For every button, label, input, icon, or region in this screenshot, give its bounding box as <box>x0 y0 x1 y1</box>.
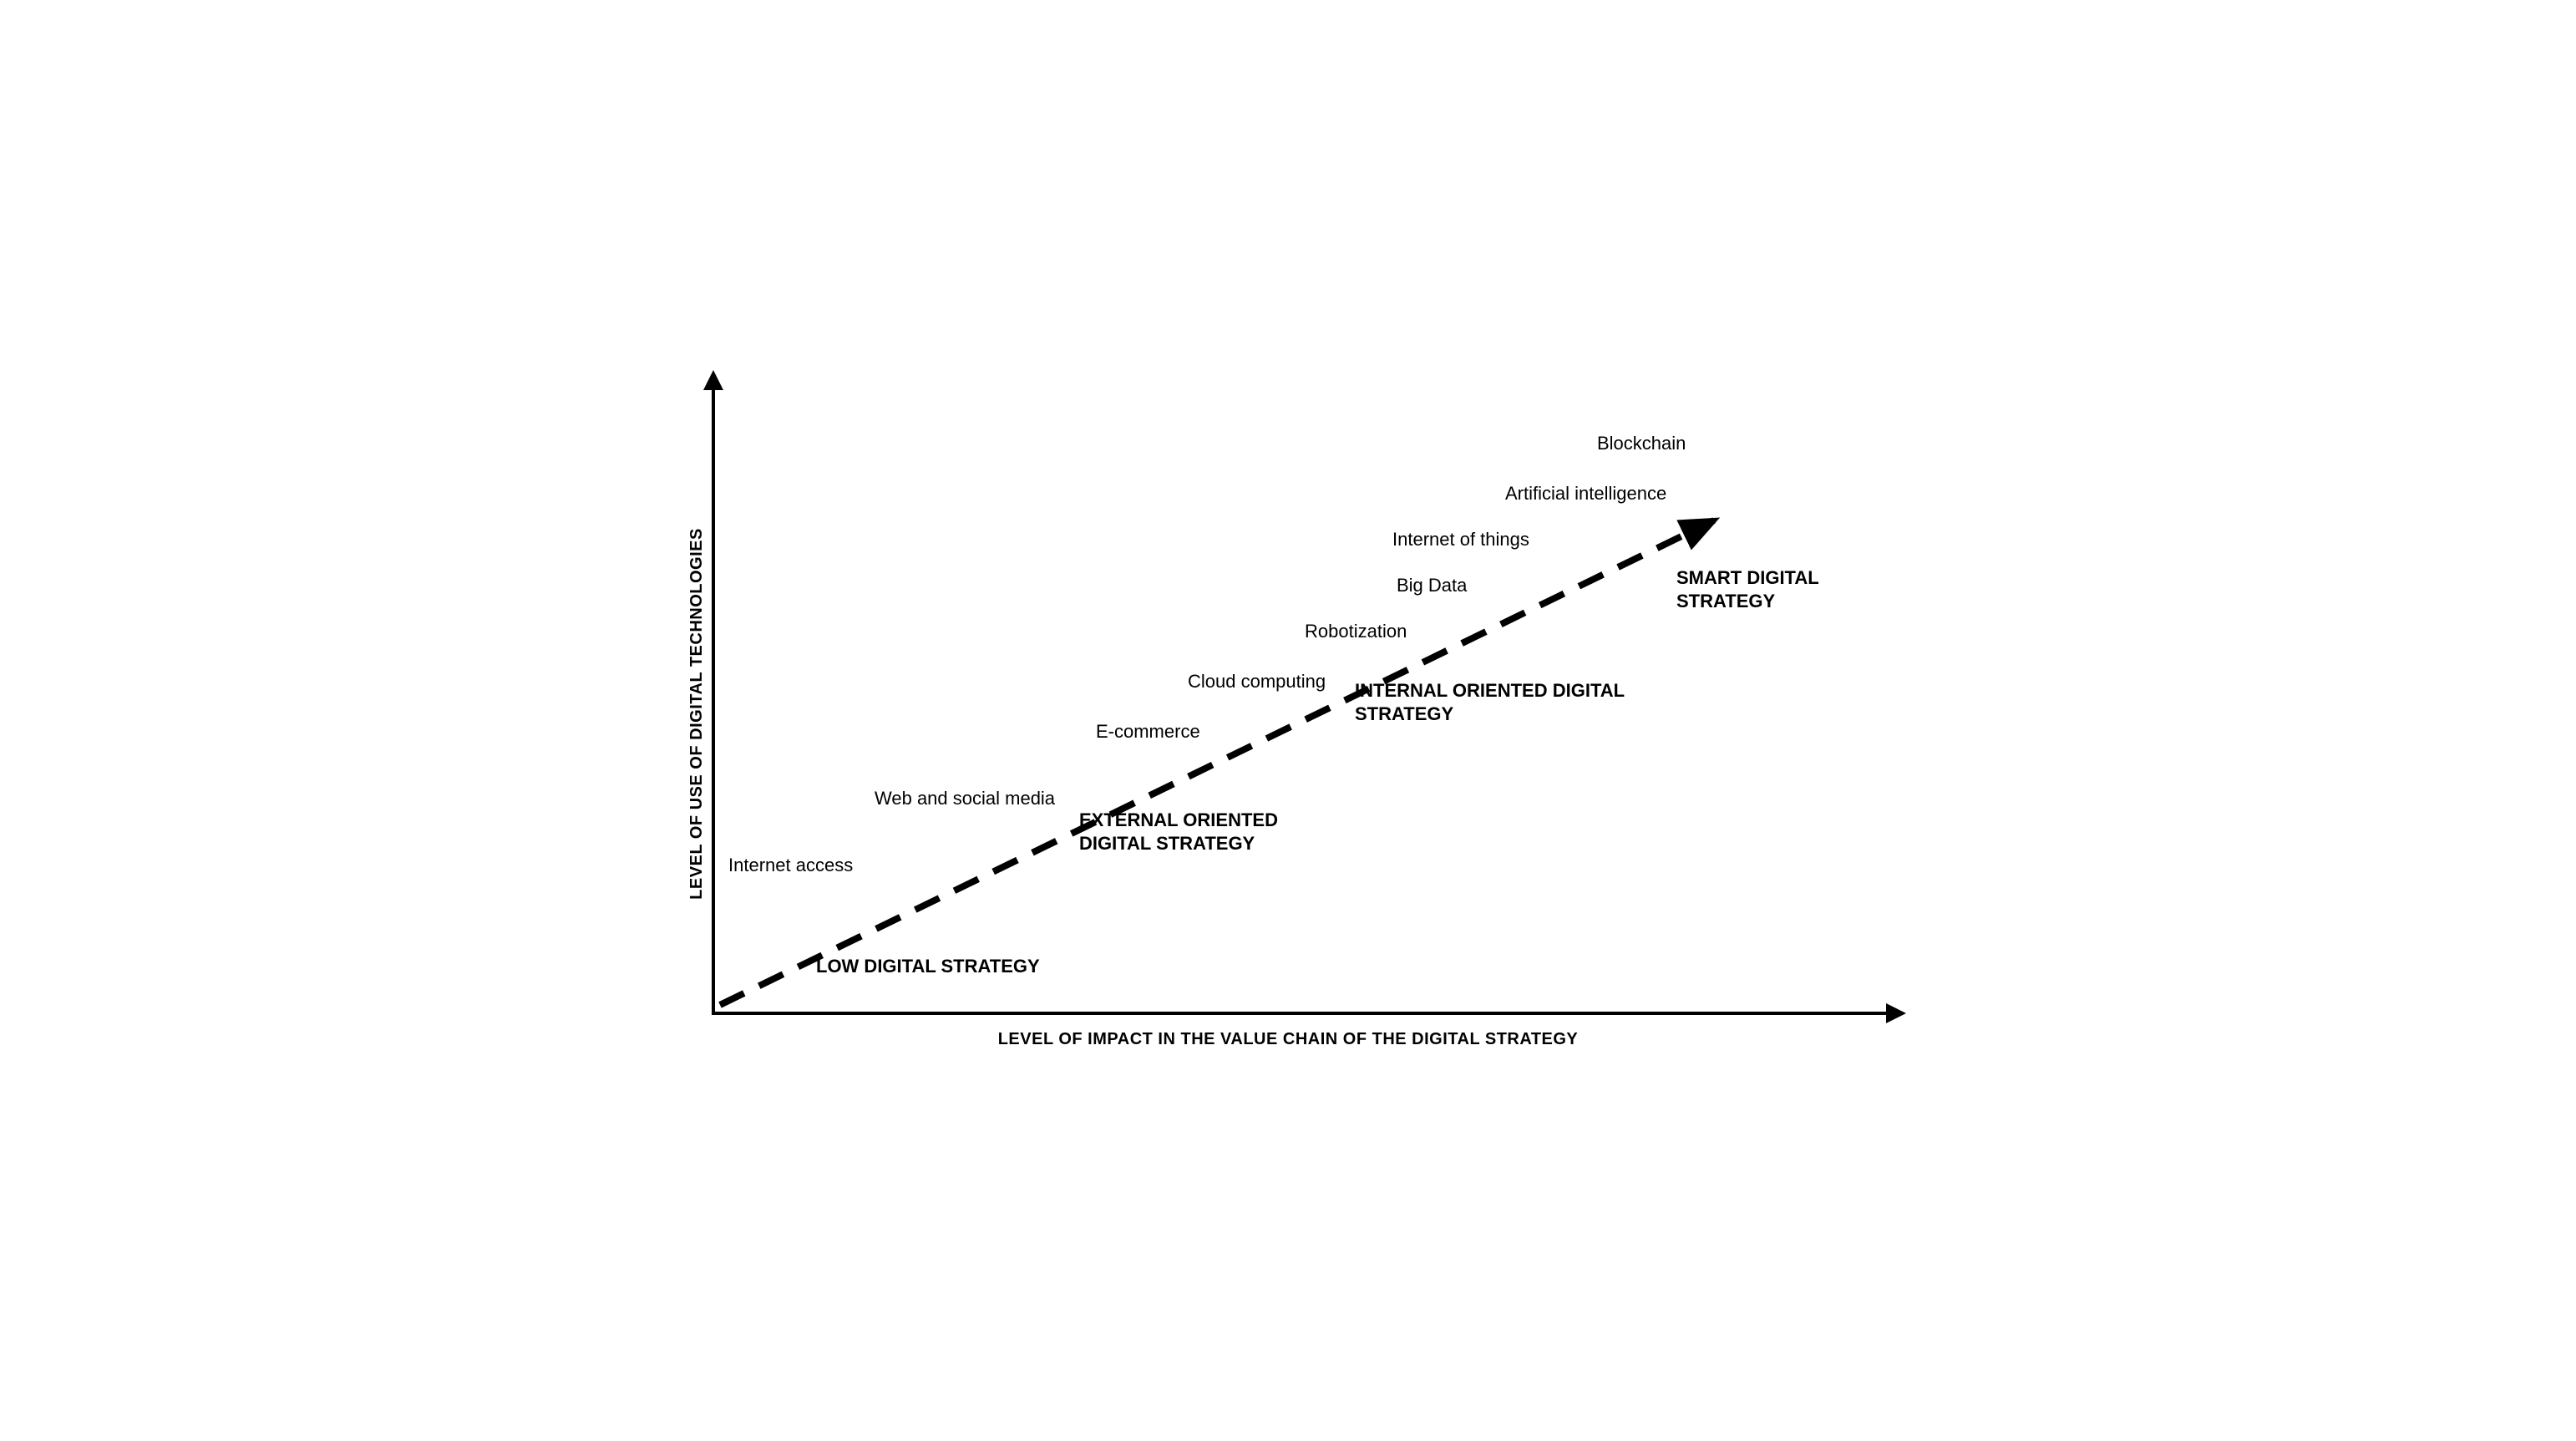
strategy-low: LOW DIGITAL STRATEGY <box>816 955 1150 979</box>
tech-cloud-computing: Cloud computing <box>1188 671 1326 693</box>
tech-blockchain: Blockchain <box>1597 433 1686 454</box>
tech-internet-access: Internet access <box>728 855 853 876</box>
tech-robotization: Robotization <box>1305 621 1407 642</box>
x-axis-label: LEVEL OF IMPACT IN THE VALUE CHAIN OF TH… <box>662 1030 1914 1049</box>
y-axis-line <box>712 378 715 1013</box>
digital-strategy-diagram: LEVEL OF USE OF DIGITAL TECHNOLOGIES LEV… <box>662 370 1914 1072</box>
dashed-diagonal-line <box>720 520 1714 1005</box>
tech-artificial-intelligence: Artificial intelligence <box>1505 483 1666 505</box>
tech-ecommerce: E-commerce <box>1096 721 1200 743</box>
tech-internet-of-things: Internet of things <box>1392 529 1529 551</box>
strategy-internal: INTERNAL ORIENTED DIGITALSTRATEGY <box>1355 679 1656 727</box>
strategy-smart: SMART DIGITALSTRATEGY <box>1676 566 1894 614</box>
tech-big-data: Big Data <box>1397 575 1467 596</box>
y-axis-arrow-icon <box>703 370 723 390</box>
x-axis-arrow-icon <box>1886 1003 1906 1023</box>
y-axis-label: LEVEL OF USE OF DIGITAL TECHNOLOGIES <box>687 528 707 900</box>
x-axis-line <box>712 1012 1898 1015</box>
strategy-external: EXTERNAL ORIENTEDDIGITAL STRATEGY <box>1079 809 1346 856</box>
tech-web-social-media: Web and social media <box>875 788 1055 809</box>
